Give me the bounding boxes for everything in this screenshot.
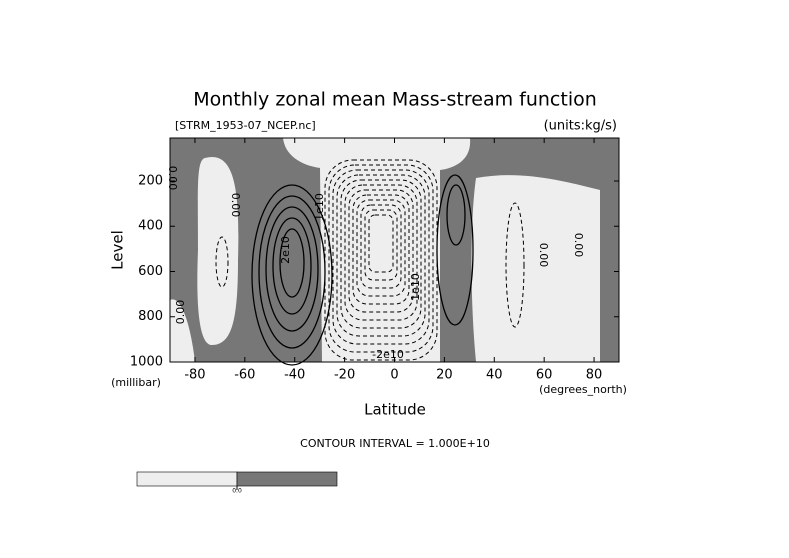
contour-line [265,206,319,332]
colorbar-label: 0.0 [232,488,242,495]
contour-line [272,217,312,315]
contour-line [360,204,402,289]
x-tick-label: -60 [234,368,255,383]
contour-line [368,214,394,273]
contour-line [215,236,229,288]
x-tick-label: 60 [536,368,553,383]
x-tick-label: -80 [184,368,205,383]
y-tick-label: 400 [138,219,163,234]
shade-negative [471,175,600,362]
contour-line [336,174,426,337]
contour-label: 0.00 [174,300,187,325]
shade-negative [197,156,239,345]
contour-label: 0.00 [572,233,585,258]
y-tick-label: 800 [138,309,163,324]
x-tick-label: -20 [334,368,355,383]
contour-line [505,202,525,328]
x-axis-label: Latitude [364,401,426,419]
y-axis-label: Level [109,230,127,270]
chart-title: Monthly zonal mean Mass-stream function [193,89,597,111]
x-axis-units: (degrees_north) [539,383,627,396]
contour-line [332,169,430,345]
contour-line [251,184,333,366]
x-tick-label: -40 [284,368,305,383]
contour-label: 0.00 [537,243,550,268]
contour-line [258,195,326,349]
contour-label: 2e10 [279,236,292,264]
contour-label: 0.00 [166,166,179,191]
x-tick-label: 0 [390,368,398,383]
shade-negative [170,299,195,362]
colorbar-swatch [136,471,238,487]
subtitle: [STRM_1953-07_NCEP.nc] [175,119,316,132]
contour-label: 1e10 [409,273,422,301]
y-axis-units: (millibar) [111,376,161,389]
colorbar-swatch [236,471,338,487]
contour-line [324,159,438,361]
contour-line [328,164,434,353]
units: (units:kg/s) [544,119,617,134]
plot-area [169,137,620,366]
contour-label: -2e10 [372,348,404,361]
contour-line [446,184,466,246]
x-tick-label: 40 [486,368,503,383]
x-tick-label: 80 [586,368,603,383]
contour-label: 1e10 [313,193,326,221]
contour-line [352,194,410,305]
y-tick-label: 1000 [130,355,163,370]
contour-line [364,209,398,281]
contour-line [348,189,414,313]
contour-line [279,228,305,298]
contour-interval: CONTOUR INTERVAL = 1.000E+10 [300,437,490,450]
x-tick-label: 20 [436,368,453,383]
y-tick-label: 200 [138,173,163,188]
colorbar: 0.0 [136,471,338,495]
contour-line [356,199,406,297]
y-tick-label: 600 [138,264,163,279]
contour-label: 0.00 [229,193,242,218]
contour-line [344,184,418,321]
